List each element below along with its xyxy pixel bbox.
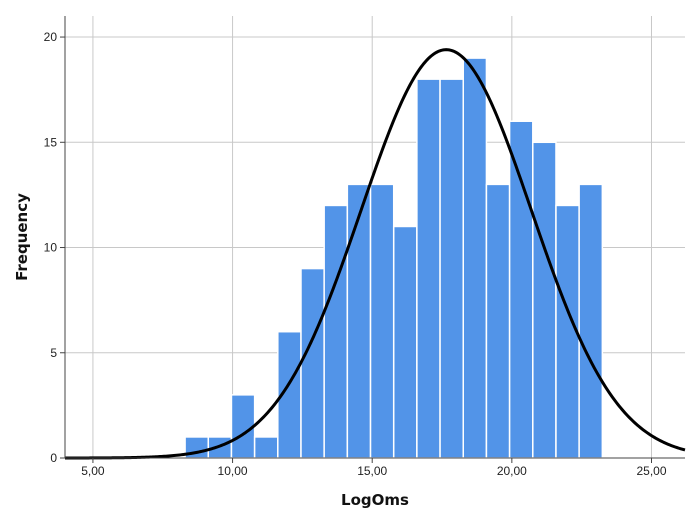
histogram-bar-7 bbox=[346, 183, 372, 459]
histogram-bar-10 bbox=[416, 78, 441, 459]
x-tick-label-4: 25,00 bbox=[636, 464, 666, 478]
y-axis-ticks: 0 5 10 15 20 bbox=[44, 30, 65, 465]
histogram-bar-3 bbox=[253, 436, 279, 459]
y-axis-title: Frequency bbox=[13, 193, 31, 281]
histogram-bar-6 bbox=[323, 204, 349, 459]
y-tick-label-4: 20 bbox=[44, 30, 58, 44]
histogram-bars bbox=[184, 57, 604, 459]
y-tick-label-3: 15 bbox=[44, 135, 58, 149]
histogram-bar-11 bbox=[439, 78, 465, 459]
x-axis-ticks: 5,00 10,00 15,00 20,00 25,00 bbox=[81, 458, 667, 478]
histogram-bar-8 bbox=[369, 183, 395, 459]
histogram-bar-17 bbox=[578, 183, 604, 459]
histogram-bar-13 bbox=[485, 183, 511, 459]
histogram-bar-14 bbox=[508, 120, 534, 459]
x-tick-label-2: 15,00 bbox=[357, 464, 387, 478]
x-tick-label-3: 20,00 bbox=[497, 464, 527, 478]
normal-curve bbox=[65, 48, 686, 460]
y-tick-label-1: 5 bbox=[50, 346, 57, 360]
y-tick-label-0: 0 bbox=[50, 451, 57, 465]
histogram-bar-5 bbox=[300, 267, 325, 459]
histogram-bar-12 bbox=[462, 57, 488, 459]
x-tick-label-0: 5,00 bbox=[81, 464, 105, 478]
x-tick-label-1: 10,00 bbox=[218, 464, 248, 478]
y-tick-label-2: 10 bbox=[44, 241, 58, 255]
histogram-bar-9 bbox=[392, 225, 418, 459]
histogram-bar-15 bbox=[532, 141, 557, 459]
x-axis-title: LogOms bbox=[341, 491, 409, 509]
axes bbox=[64, 16, 685, 459]
